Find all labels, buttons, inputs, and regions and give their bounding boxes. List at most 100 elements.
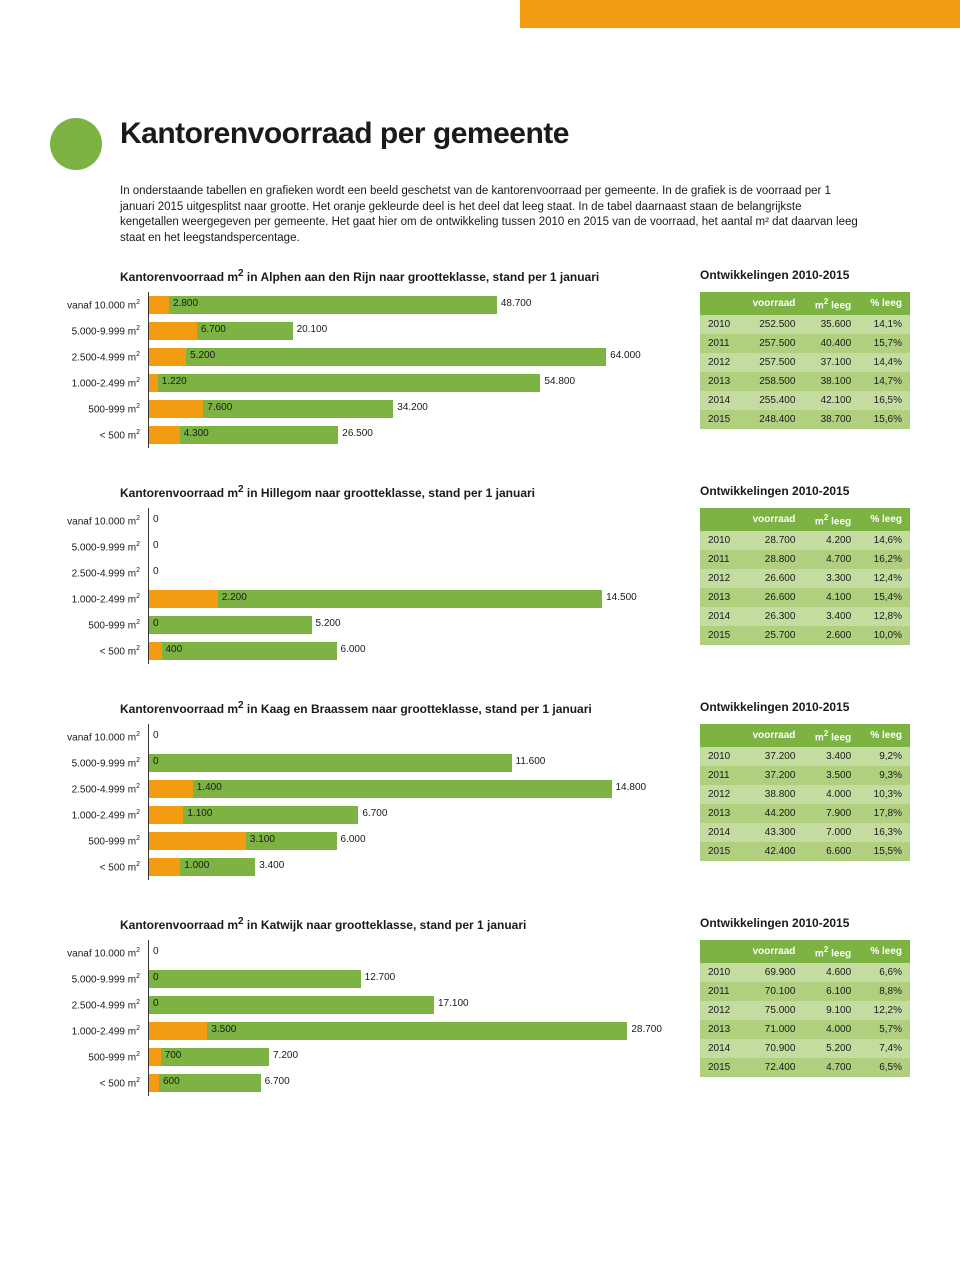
bar-track: 2.20014.500: [148, 586, 680, 612]
table-cell: 3.500: [803, 766, 859, 785]
bar-track: 012.700: [148, 966, 680, 992]
table-cell: 38.800: [741, 785, 804, 804]
bar-value-vacant: 600: [163, 1076, 180, 1087]
table-cell: 9.100: [803, 1001, 859, 1020]
bar-total: [149, 970, 361, 988]
dev-title: Ontwikkelingen 2010-2015: [700, 916, 910, 932]
bar-track: 3.50028.700: [148, 1018, 680, 1044]
bar-track: 1.40014.800: [148, 776, 680, 802]
table-cell: 75.000: [741, 1001, 804, 1020]
table-cell: 3.400: [803, 747, 859, 766]
bar-track: 0: [148, 724, 680, 750]
bar-value-total: 54.800: [544, 376, 575, 387]
table-cell: 2012: [700, 785, 741, 804]
bar-value-vacant: 7.600: [207, 402, 232, 413]
table-cell: 71.000: [741, 1020, 804, 1039]
table-cell: 37.200: [741, 766, 804, 785]
bar-track: 7.600 34.200: [148, 396, 680, 422]
bar-value-vacant: 0: [153, 730, 159, 741]
table-cell: 44.200: [741, 804, 804, 823]
bar-vacant: [149, 832, 246, 850]
bar-track: 1.1006.700: [148, 802, 680, 828]
bar-value-vacant: 1.100: [187, 808, 212, 819]
bar-vacant: [149, 1022, 207, 1040]
y-axis-label: < 500 m2: [50, 1077, 148, 1089]
bar-value-vacant: 2.800: [173, 298, 198, 309]
table-cell: 37.100: [803, 353, 859, 372]
bar-track: 017.100: [148, 992, 680, 1018]
y-axis-label: 500-999 m2: [50, 403, 148, 415]
table-cell: 2010: [700, 531, 741, 550]
table-cell: 2015: [700, 410, 741, 429]
bar-value-vacant: 0: [153, 972, 159, 983]
table-cell: 6.100: [803, 982, 859, 1001]
bar-value-vacant: 0: [153, 946, 159, 957]
table-cell: 7.900: [803, 804, 859, 823]
table-row: 201069.9004.6006,6%: [700, 963, 910, 982]
table-cell: 3.400: [803, 607, 859, 626]
table-row: 201137.2003.5009,3%: [700, 766, 910, 785]
table-cell: 2013: [700, 804, 741, 823]
table-row: 201542.4006.60015,5%: [700, 842, 910, 861]
table-header: voorraad: [741, 292, 804, 315]
table-cell: 42.100: [803, 391, 859, 410]
table-header: m2 leeg: [803, 940, 859, 963]
table-cell: 252.500: [741, 315, 804, 334]
table-cell: 26.300: [741, 607, 804, 626]
table-cell: 26.600: [741, 569, 804, 588]
developments-table: voorraadm2 leeg% leeg201037.2003.4009,2%…: [700, 724, 910, 861]
table-cell: 14,7%: [859, 372, 910, 391]
bar-vacant: [149, 374, 158, 392]
bar-value-total: 6.700: [265, 1076, 290, 1087]
bar-track: 4006.000: [148, 638, 680, 664]
table-row: 201426.3003.40012,8%: [700, 607, 910, 626]
bar-track: 6.70020.100: [148, 318, 680, 344]
table-row: 2010252.50035.60014,1%: [700, 315, 910, 334]
bar-track: 0: [148, 560, 680, 586]
bar-vacant: [149, 858, 180, 876]
table-cell: 4.000: [803, 785, 859, 804]
chart-title: Kantorenvoorraad m2 in Hillegom naar gro…: [120, 484, 680, 500]
table-cell: 4.100: [803, 588, 859, 607]
table-cell: 4.000: [803, 1020, 859, 1039]
table-cell: 28.800: [741, 550, 804, 569]
bar-track: 0: [148, 534, 680, 560]
table-cell: 10,3%: [859, 785, 910, 804]
table-cell: 15,6%: [859, 410, 910, 429]
table-cell: 2014: [700, 391, 741, 410]
table-cell: 40.400: [803, 334, 859, 353]
table-cell: 2015: [700, 626, 741, 645]
table-cell: 28.700: [741, 531, 804, 550]
bar-value-vacant: 4.300: [184, 428, 209, 439]
bar-value-total: 48.700: [501, 298, 532, 309]
bar-track: 600 6.700: [148, 1070, 680, 1096]
table-cell: 7.000: [803, 823, 859, 842]
table-header: voorraad: [741, 724, 804, 747]
bar-total: [149, 296, 497, 314]
bar-total: [149, 616, 312, 634]
table-cell: 26.600: [741, 588, 804, 607]
table-cell: 6.600: [803, 842, 859, 861]
table-cell: 70.100: [741, 982, 804, 1001]
table-header: voorraad: [741, 940, 804, 963]
bar-vacant: [149, 1048, 161, 1066]
table-cell: 6,6%: [859, 963, 910, 982]
table-cell: 2013: [700, 372, 741, 391]
table-cell: 42.400: [741, 842, 804, 861]
bar-value-total: 34.200: [397, 402, 428, 413]
y-axis-label: 1.000-2.499 m2: [50, 809, 148, 821]
bar-vacant: [149, 590, 218, 608]
bar-value-total: 3.400: [259, 860, 284, 871]
bar-vacant: [149, 426, 180, 444]
table-row: 201371.0004.0005,7%: [700, 1020, 910, 1039]
table-cell: 2012: [700, 569, 741, 588]
table-cell: 14,1%: [859, 315, 910, 334]
table-cell: 16,2%: [859, 550, 910, 569]
table-cell: 2013: [700, 1020, 741, 1039]
table-cell: 5.200: [803, 1039, 859, 1058]
bar-vacant: [149, 780, 193, 798]
table-header: [700, 508, 741, 531]
table-cell: 4.700: [803, 550, 859, 569]
y-axis-label: 5.000-9.999 m2: [50, 757, 148, 769]
bar-track: 4.30026.500: [148, 422, 680, 448]
